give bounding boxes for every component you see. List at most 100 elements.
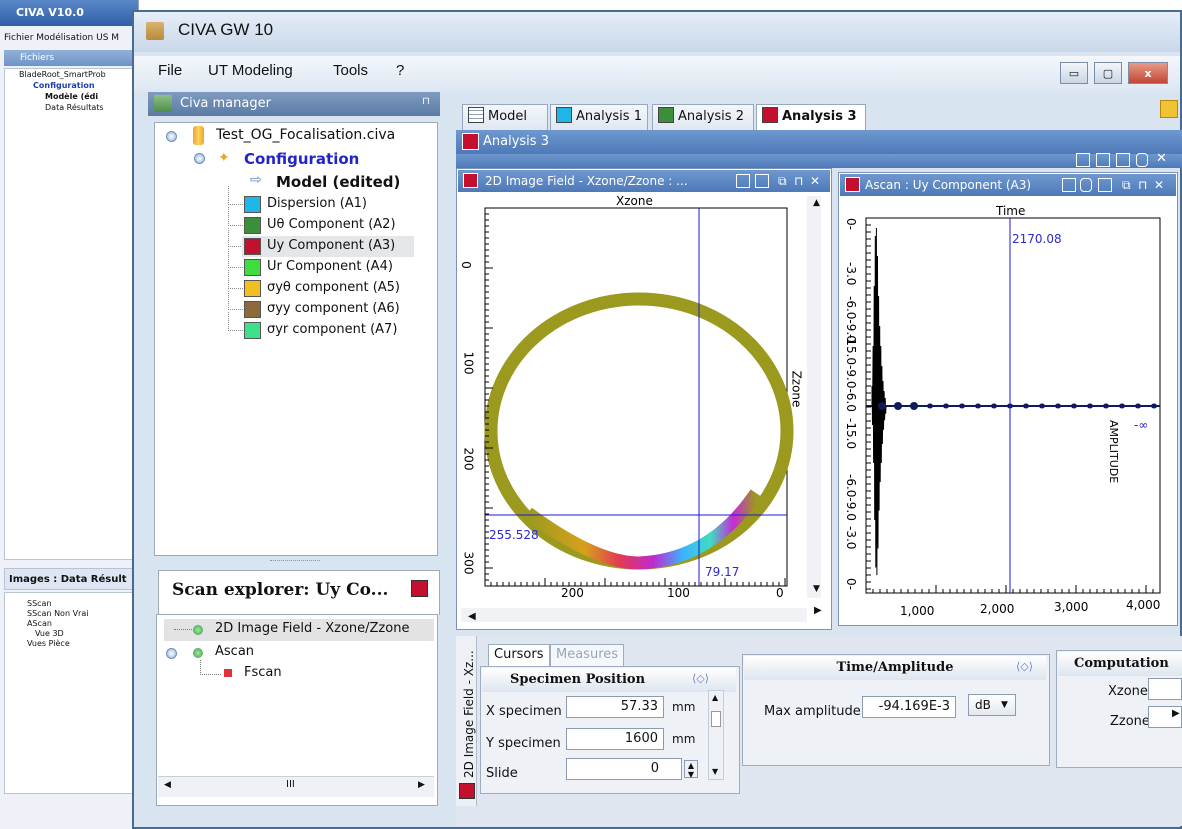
ascan-plot[interactable] (838, 172, 1176, 624)
manager-icon (154, 95, 172, 112)
tree-model[interactable]: Model (edited) (276, 173, 401, 191)
save-icon[interactable] (1076, 153, 1090, 167)
menu-help[interactable]: ? (396, 62, 405, 79)
float-icon[interactable]: ⧉ (778, 174, 787, 188)
civa-manager-header: Civa manager (148, 92, 440, 116)
ascan-header: Ascan : Uy Component (A3) ⧉ ⊓ ✕ (840, 174, 1176, 196)
signal-marker (1087, 403, 1093, 409)
float-icon[interactable]: ⧉ (1122, 178, 1131, 192)
tree-analysis-item[interactable]: σyθ component (A5) (267, 280, 401, 295)
image-field-plot[interactable] (456, 168, 830, 628)
slide-field[interactable]: 0 (566, 758, 682, 780)
max-amplitude-field[interactable]: -94.169E-3 (862, 696, 956, 718)
tree-analysis-item[interactable]: Uy Component (A3) (267, 238, 396, 253)
background-tree-item[interactable]: Data Résultats (45, 103, 104, 112)
menu-tools[interactable]: Tools (333, 62, 369, 79)
tree-file[interactable]: Test_OG_Focalisation.civa (216, 127, 396, 143)
title-bar (134, 12, 1180, 52)
background-image-item[interactable]: SScan (27, 599, 52, 608)
layout-icon[interactable] (1116, 153, 1130, 167)
settings-icon[interactable] (1062, 178, 1076, 192)
collapse-arrows-icon[interactable]: ⟨◇⟩ (692, 672, 710, 685)
tab-analysis-3[interactable]: Analysis 3 (756, 104, 866, 132)
pin-icon[interactable]: ⊓ (422, 96, 430, 107)
splitter-grip[interactable] (270, 560, 320, 565)
tab-analysis-1[interactable]: Analysis 1 (550, 104, 648, 130)
close-icon[interactable]: ✕ (1154, 178, 1165, 192)
collapse-icon[interactable] (194, 153, 205, 164)
scroll-thumb[interactable] (711, 711, 721, 727)
analysis-title-bar: Analysis 3 (456, 130, 1182, 154)
scan-dot-icon (193, 648, 203, 658)
close-icon[interactable]: ✕ (1156, 151, 1167, 166)
collapse-icon[interactable] (166, 648, 177, 659)
scroll-left-icon[interactable]: ◀ (164, 780, 171, 790)
maximize-button[interactable]: ▢ (1094, 62, 1122, 84)
background-image-item[interactable]: Vues Pièce (27, 639, 70, 648)
export-icon[interactable] (1096, 153, 1110, 167)
x-specimen-field[interactable]: 57.33 (566, 696, 664, 718)
scroll-up-icon[interactable]: ▲ (813, 198, 820, 208)
tree-analysis-item[interactable]: Uθ Component (A2) (267, 217, 396, 232)
max-amplitude-label: Max amplitude (764, 704, 861, 719)
vertical-image-tab[interactable]: 2D Image Field - Xz... (462, 650, 476, 778)
scan-item-image-field[interactable]: 2D Image Field - Xzone/Zzone (215, 621, 410, 636)
tab-model[interactable]: Model (462, 104, 548, 130)
tree-analysis-item[interactable]: Dispersion (A1) (267, 196, 368, 211)
tree-configuration[interactable]: Configuration (244, 150, 360, 168)
scan-explorer-tab[interactable] (158, 570, 440, 615)
analysis-color-swatch (244, 301, 261, 318)
tree-analysis-item[interactable]: σyy component (A6) (267, 301, 400, 316)
tree-analysis-item[interactable]: σyr component (A7) (267, 322, 398, 337)
image-field-panel (456, 168, 832, 630)
background-tree-item[interactable]: Modèle (édi (45, 92, 99, 101)
scroll-left-icon[interactable]: ◀ (468, 611, 476, 622)
settings-icon[interactable] (736, 174, 750, 188)
horizontal-scrollbar[interactable]: ◀ III ▶ (158, 776, 434, 797)
tab-cursors[interactable]: Cursors (488, 644, 550, 666)
collapse-icon[interactable] (166, 131, 177, 142)
menu-ut-modeling[interactable]: UT Modeling (208, 62, 293, 79)
scroll-right-icon[interactable]: ▶ (814, 605, 822, 616)
collapse-arrows-icon[interactable]: ⟨◇⟩ (1016, 660, 1034, 673)
background-image-item[interactable]: Vue 3D (35, 629, 64, 638)
pin-icon[interactable]: ⊓ (794, 174, 804, 188)
background-image-item[interactable]: SScan Non Vrai (27, 609, 89, 618)
xzone-field[interactable] (1148, 678, 1182, 700)
tab-analysis-2[interactable]: Analysis 2 (652, 104, 754, 130)
background-window-menu[interactable]: Fichier Modélisation US M (4, 33, 120, 43)
scroll-right-icon[interactable]: ▶ (418, 780, 425, 790)
scan-item-fscan[interactable]: Fscan (244, 665, 282, 680)
tree-connector (174, 629, 192, 630)
time-amplitude-title: Time/Amplitude (744, 656, 1046, 680)
menu-file[interactable]: File (158, 62, 183, 79)
pin-icon[interactable]: ⊓ (1138, 178, 1148, 192)
specimen-scrollbar[interactable]: ▲ ▼ (708, 690, 724, 780)
scroll-down-icon[interactable]: ▼ (813, 584, 820, 594)
close-icon[interactable]: ✕ (810, 174, 821, 188)
background-tree-item[interactable]: BladeRoot_SmartProb (19, 70, 106, 79)
scroll-down-icon[interactable]: ▼ (712, 767, 719, 776)
background-images-tree: SScan SScan Non Vrai AScan Vue 3D Vues P… (4, 592, 140, 794)
scroll-thumb[interactable]: III (286, 779, 295, 790)
vertical-scrollbar[interactable] (807, 196, 821, 598)
database-icon[interactable] (1136, 153, 1148, 167)
signal-marker (943, 403, 949, 409)
export-icon[interactable] (1098, 178, 1112, 192)
background-image-item[interactable]: AScan (27, 619, 52, 628)
y-specimen-field[interactable]: 1600 (566, 728, 664, 750)
minimize-button[interactable]: ▭ (1060, 62, 1088, 84)
tree-analysis-item[interactable]: Ur Component (A4) (267, 259, 393, 274)
close-button[interactable]: x (1128, 62, 1168, 84)
database-icon[interactable] (1080, 178, 1092, 192)
slide-stepper[interactable]: ▲ ▼ (684, 760, 698, 779)
export-icon[interactable] (755, 174, 769, 188)
scroll-up-icon[interactable]: ▲ (712, 693, 719, 702)
horizontal-scrollbar[interactable] (461, 608, 807, 622)
chevron-right-icon[interactable]: ▶ (1172, 708, 1180, 719)
background-tree-item[interactable]: Configuration (33, 81, 95, 90)
add-analysis-icon[interactable] (1160, 100, 1178, 118)
tab-measures[interactable]: Measures (550, 644, 625, 666)
unit-dropdown[interactable]: dB ▼ (968, 694, 1016, 716)
scan-item-ascan[interactable]: Ascan (215, 644, 255, 659)
